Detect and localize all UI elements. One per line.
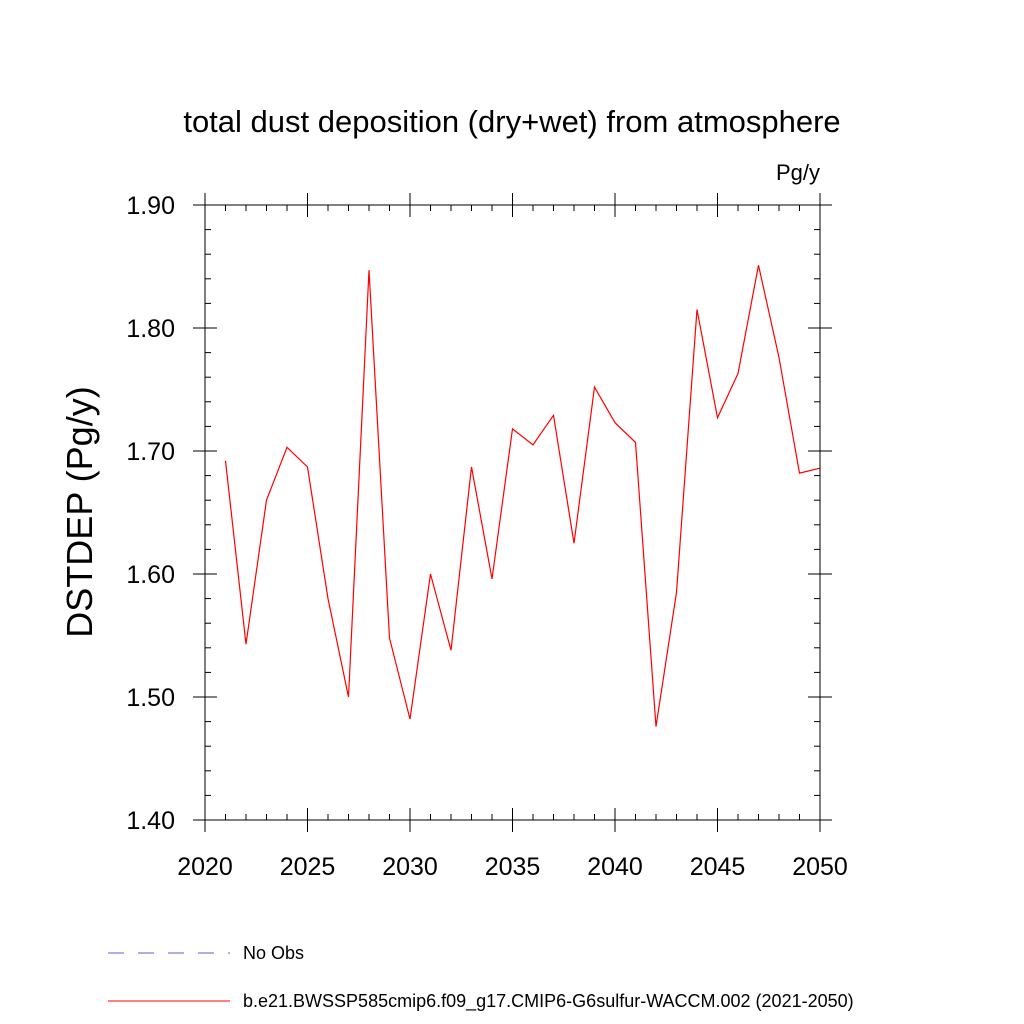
x-tick-label: 2040 [587, 853, 643, 881]
plot-frame [204, 204, 821, 821]
y-tick-label: 1.40 [126, 807, 175, 835]
legend: No Obs b.e21.BWSSP585cmip6.f09_g17.CMIP6… [108, 943, 854, 1012]
y-tick-label: 1.70 [126, 438, 175, 466]
y-tick-label: 1.90 [126, 192, 175, 220]
x-tick-label: 2025 [280, 853, 336, 881]
x-tick-label: 2035 [485, 853, 541, 881]
units-label: Pg/y [776, 160, 820, 185]
y-tick-label: 1.60 [126, 561, 175, 589]
series-layer [224, 265, 821, 727]
axis-tick-labels: 2020 2025 2030 2035 2040 2045 2050 1.40 1.50 1.60… [126, 192, 847, 881]
chart-title: total dust deposition (dry+wet) from atm… [183, 104, 840, 139]
x-tick-label: 2020 [177, 853, 233, 881]
y-axis-label: DSTDEP (Pg/y) [59, 386, 100, 637]
series-line [224, 265, 821, 727]
x-tick-label: 2050 [792, 853, 848, 881]
axis-ticks [193, 193, 832, 832]
x-tick-label: 2045 [690, 853, 746, 881]
y-tick-label: 1.50 [126, 684, 175, 712]
y-tick-label: 1.80 [126, 315, 175, 343]
x-tick-label: 2030 [382, 853, 438, 881]
legend-label-no-obs: No Obs [243, 943, 304, 963]
legend-label-series: b.e21.BWSSP585cmip6.f09_g17.CMIP6-G6sulf… [243, 991, 854, 1012]
